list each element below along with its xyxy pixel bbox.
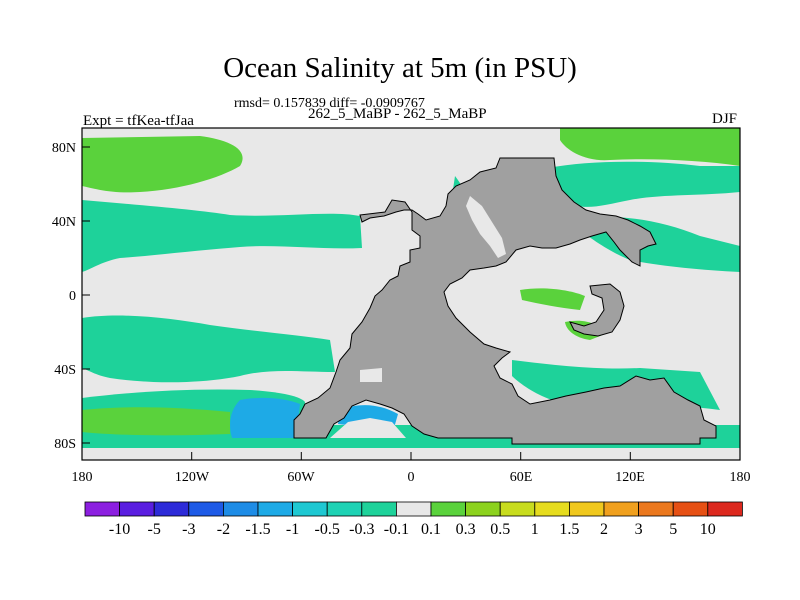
colorbar-label: 1.5 <box>559 521 579 538</box>
contour-north-pacific <box>82 200 362 272</box>
stats-line: rmsd= 0.157839 diff= -0.0909767 <box>234 96 425 111</box>
colorbar-swatch <box>326 501 363 517</box>
contour-arctic-west <box>82 136 243 193</box>
colorbar-swatch <box>222 501 259 517</box>
colorbar <box>84 501 743 517</box>
colorbar-swatch <box>430 501 466 517</box>
lon-label-180w: 180 <box>72 470 93 485</box>
map-panel <box>81 127 741 461</box>
colorbar-label: -0.3 <box>349 521 374 538</box>
lon-label-0: 0 <box>408 470 415 485</box>
lat-label-80s: 80S <box>54 437 76 452</box>
lat-label-40s: 40S <box>54 363 76 378</box>
colorbar-swatch <box>257 501 293 517</box>
contour-weddell <box>230 397 300 438</box>
contour-equatorial-east <box>520 288 585 310</box>
colorbar-label: -5 <box>148 521 161 538</box>
lon-label-120w: 120W <box>175 470 210 485</box>
colorbar-swatch <box>569 501 605 517</box>
colorbar-swatch <box>292 501 328 517</box>
lat-label-80n: 80N <box>52 141 76 156</box>
colorbar-swatch <box>707 501 743 517</box>
colorbar-label: 10 <box>700 521 716 538</box>
colorbar-swatch <box>153 501 190 517</box>
colorbar-swatch <box>603 501 639 517</box>
colorbar-label: 0.3 <box>456 521 476 538</box>
contour-south-pacific <box>82 315 335 383</box>
inland-water <box>330 196 506 438</box>
lon-label-60e: 60E <box>510 470 533 485</box>
colorbar-label: -1.5 <box>245 521 270 538</box>
experiment-label: Expt = tfKea-tfJaa <box>83 113 194 129</box>
inland-sea-north <box>466 196 506 258</box>
colorbar-label: 3 <box>635 521 643 538</box>
colorbar-swatch <box>499 501 536 517</box>
colorbar-label: -1 <box>286 521 299 538</box>
subtitle: 262_5_MaBP - 262_5_MaBP <box>308 106 487 122</box>
colorbar-label: 1 <box>531 521 539 538</box>
page-title: Ocean Salinity at 5m (in PSU) <box>223 52 577 84</box>
lon-label-60w: 60W <box>287 470 315 485</box>
colorbar-label: -0.1 <box>384 521 409 538</box>
colorbar-swatch <box>84 501 120 517</box>
colorbar-swatch <box>395 501 432 517</box>
colorbar-label: -2 <box>217 521 230 538</box>
colorbar-swatch <box>638 501 674 517</box>
colorbar-swatch <box>465 501 501 517</box>
colorbar-labels: -10 -5 -3 -2 -1.5 -1 -0.5 -0.3 -0.1 0.1 0.3 0.5 1 1.5… <box>109 521 716 538</box>
lat-label-40n: 40N <box>52 215 76 230</box>
colorbar-swatch <box>534 501 570 517</box>
colorbar-label: -3 <box>182 521 195 538</box>
salinity-positive-contours <box>82 128 740 436</box>
season-label: DJF <box>712 111 738 127</box>
lat-label-0: 0 <box>69 289 76 304</box>
colorbar-label: -10 <box>109 521 130 538</box>
colorbar-swatch <box>188 501 224 517</box>
colorbar-label: 5 <box>669 521 677 538</box>
contour-arctic-east <box>560 128 740 166</box>
colorbar-swatch <box>119 501 155 517</box>
lon-label-180e: 180 <box>730 470 751 485</box>
land-hook-island <box>569 283 625 337</box>
colorbar-label: -0.5 <box>315 521 340 538</box>
lon-label-120e: 120E <box>615 470 645 485</box>
land-masses <box>293 157 717 445</box>
colorbar-label: 0.1 <box>421 521 441 538</box>
colorbar-swatch <box>672 501 709 517</box>
contour-southern-ocean-green <box>82 407 230 436</box>
inland-lake-south <box>360 368 382 382</box>
land-continents <box>293 157 717 445</box>
latitude-axis <box>82 146 90 444</box>
colorbar-swatch <box>361 501 397 517</box>
contour-north-indian <box>548 161 740 207</box>
colorbar-label: 0.5 <box>490 521 510 538</box>
longitude-axis <box>81 452 741 460</box>
colorbar-label: 2 <box>600 521 608 538</box>
inland-embayment <box>330 418 406 438</box>
